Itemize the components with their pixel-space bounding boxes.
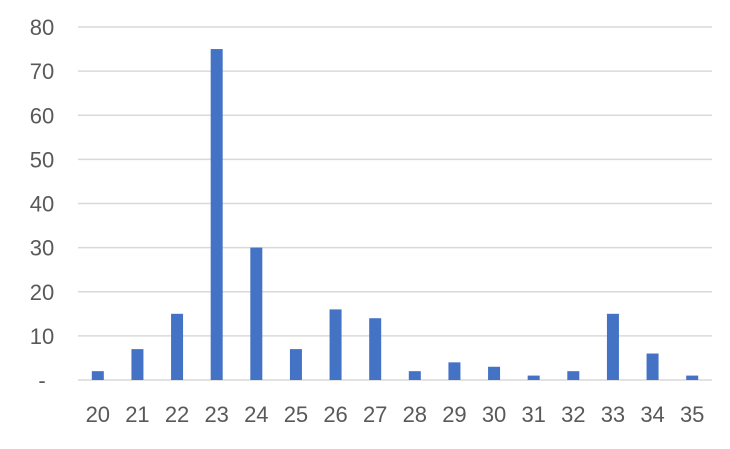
y-tick-label: 10: [30, 324, 54, 349]
x-tick-label: 20: [86, 402, 110, 427]
y-tick-label: 30: [30, 236, 54, 261]
x-tick-label: 29: [442, 402, 466, 427]
x-tick-label: 33: [601, 402, 625, 427]
y-tick-label: 50: [30, 147, 54, 172]
bar: [250, 247, 263, 380]
bar: [210, 49, 223, 380]
bar: [91, 371, 104, 380]
x-tick-label: 25: [284, 402, 308, 427]
x-tick-label: 31: [521, 402, 545, 427]
x-tick-label: 35: [680, 402, 704, 427]
x-tick-label: 30: [482, 402, 506, 427]
x-tick-label: 34: [640, 402, 664, 427]
bar: [171, 313, 184, 380]
bar: [606, 313, 619, 380]
bar: [408, 371, 421, 380]
x-tick-label: 26: [323, 402, 347, 427]
bar: [289, 349, 302, 380]
bar: [448, 362, 461, 380]
bar: [686, 375, 699, 380]
bar: [488, 366, 501, 380]
bar: [131, 349, 144, 380]
y-tick-label: 20: [30, 280, 54, 305]
y-tick-label: 70: [30, 59, 54, 84]
x-tick-label: 21: [125, 402, 149, 427]
x-tick-label: 24: [244, 402, 268, 427]
bar: [369, 318, 382, 380]
y-tick-label: 80: [30, 15, 54, 40]
y-tick-label: -: [38, 368, 45, 393]
bar: [646, 353, 659, 380]
x-tick-label: 28: [403, 402, 427, 427]
x-tick-label: 23: [204, 402, 228, 427]
x-tick-label: 32: [561, 402, 585, 427]
x-tick-label: 27: [363, 402, 387, 427]
bar: [329, 309, 342, 380]
y-tick-label: 60: [30, 103, 54, 128]
bar: [527, 375, 540, 380]
y-tick-label: 40: [30, 192, 54, 217]
bar: [567, 371, 580, 380]
x-tick-label: 22: [165, 402, 189, 427]
